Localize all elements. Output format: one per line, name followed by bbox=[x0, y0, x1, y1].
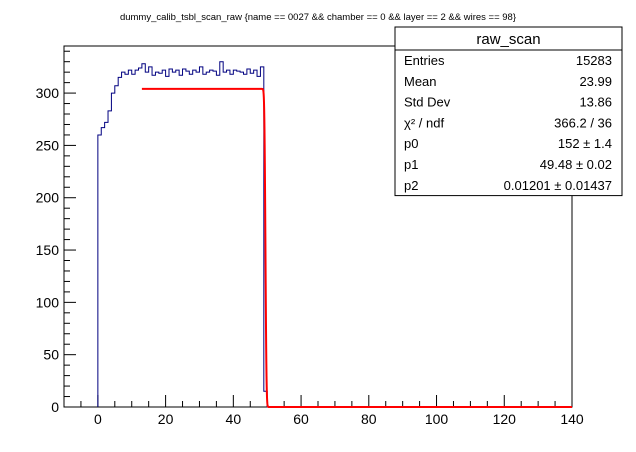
stats-title: raw_scan bbox=[476, 31, 540, 48]
stats-row-value: 13.86 bbox=[579, 95, 612, 110]
stats-row-value: 23.99 bbox=[579, 74, 612, 89]
x-tick-label: 140 bbox=[560, 411, 584, 427]
y-tick-label: 0 bbox=[51, 399, 59, 415]
y-tick-label: 300 bbox=[36, 85, 60, 101]
chart-title: dummy_calib_tsbl_scan_raw {name == 0027 … bbox=[120, 12, 516, 23]
y-tick-label: 150 bbox=[36, 242, 60, 258]
stats-row-label: Std Dev bbox=[404, 95, 451, 110]
stats-row-label: Entries bbox=[404, 53, 445, 68]
stats-box-frame bbox=[394, 26, 623, 197]
x-tick-label: 80 bbox=[361, 411, 377, 427]
fit-curve bbox=[141, 87, 572, 408]
plot-area: 0 20 40 60 80 100 120 140 0 50 100 150 200 250 300 bbox=[36, 45, 584, 427]
y-tick-label: 250 bbox=[36, 137, 60, 153]
x-tick-label: 120 bbox=[493, 411, 517, 427]
x-tick-label: 40 bbox=[226, 411, 242, 427]
stats-row-label: χ² / ndf bbox=[404, 115, 444, 130]
stats-row-label: Mean bbox=[404, 74, 437, 89]
stats-row-label: p1 bbox=[404, 157, 418, 172]
x-tick-label: 0 bbox=[94, 411, 102, 427]
y-tick-label: 100 bbox=[36, 294, 60, 310]
stats-row-value: 49.48 ± 0.02 bbox=[540, 157, 612, 172]
stats-row-value: 15283 bbox=[576, 53, 612, 68]
x-tick-label: 60 bbox=[293, 411, 309, 427]
x-tick-label: 20 bbox=[158, 411, 174, 427]
x-tick-label: 100 bbox=[425, 411, 449, 427]
y-tick-label: 50 bbox=[43, 347, 59, 363]
stats-row-value: 152 ± 1.4 bbox=[558, 136, 612, 151]
histogram-series bbox=[97, 61, 572, 408]
stats-box: raw_scan Entries 15283 Mean 23.99 Std Dev 13.8… bbox=[394, 26, 623, 197]
stats-row-label: p0 bbox=[404, 136, 418, 151]
y-tick-label: 200 bbox=[36, 190, 60, 206]
stats-row-label: p2 bbox=[404, 178, 418, 193]
stats-row-value: 366.2 / 36 bbox=[554, 115, 612, 130]
stats-row-value: 0.01201 ± 0.01437 bbox=[504, 178, 612, 193]
